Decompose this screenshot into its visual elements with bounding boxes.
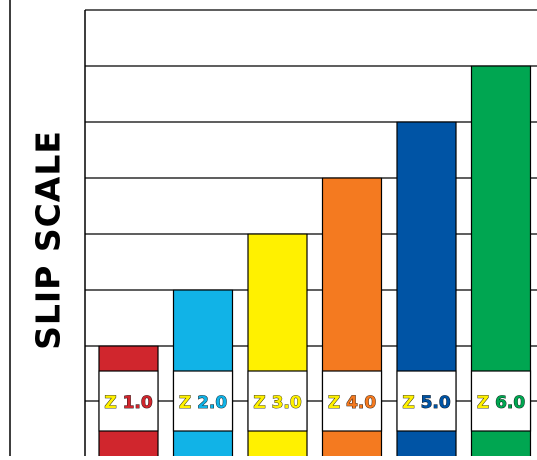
bar-label-value: 4.0 (346, 393, 376, 413)
bar-label-prefix: Z (477, 393, 495, 413)
bar-label: Z 2.0 (179, 393, 228, 413)
bar-label: Z 4.0 (328, 393, 377, 413)
bar-label-box (247, 370, 308, 432)
bar-label-prefix: Z (328, 393, 346, 413)
bar-label-value: 5.0 (421, 393, 451, 413)
bar-label-value: 1.0 (123, 393, 153, 413)
bar-label-prefix: Z (402, 393, 420, 413)
bar-label-box (470, 370, 532, 432)
bar-label-value: 3.0 (272, 393, 302, 413)
bar-label-value: 2.0 (197, 393, 227, 413)
bar-label: Z 1.0 (104, 393, 153, 413)
bar-label-box (396, 370, 457, 432)
bar-label-prefix: Z (179, 393, 197, 413)
bar-label: Z 5.0 (402, 393, 451, 413)
bar-label-box (172, 370, 234, 432)
y-axis-label: SLIP SCALE (28, 130, 68, 350)
bar-label: Z 3.0 (253, 393, 302, 413)
bar-label-prefix: Z (104, 393, 122, 413)
bar-label-value: 6.0 (495, 393, 525, 413)
bar-label: Z 6.0 (477, 393, 526, 413)
bar-label-prefix: Z (253, 393, 271, 413)
bar-label-box (98, 370, 159, 432)
bar-label-box (321, 370, 383, 432)
